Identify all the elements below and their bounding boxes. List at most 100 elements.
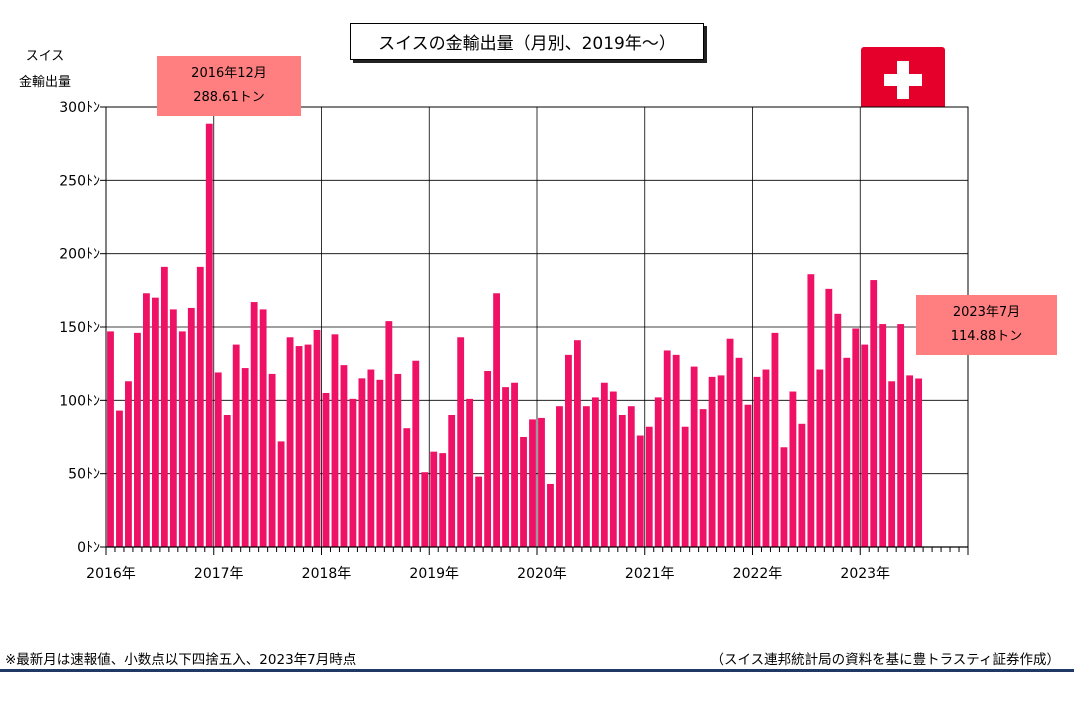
bar: [358, 378, 366, 547]
bar: [573, 340, 581, 547]
bar: [232, 344, 240, 547]
bar: [286, 337, 294, 547]
bar: [196, 266, 204, 547]
bar: [430, 451, 438, 547]
y-tick-label: 300ﾄﾝ: [59, 100, 100, 116]
bar: [313, 329, 321, 547]
bar: [690, 366, 698, 547]
bar: [591, 397, 599, 547]
bar: [600, 382, 608, 547]
bar: [421, 472, 429, 547]
bar: [825, 288, 833, 547]
bar: [681, 426, 689, 547]
bar: [816, 369, 824, 547]
x-tick-label: 2016年: [86, 566, 136, 582]
bar: [870, 280, 878, 547]
bar: [762, 369, 770, 547]
bar: [843, 357, 851, 547]
footnote-left: ※最新月は速報値、小数点以下四捨五入、2023年7月時点: [5, 652, 357, 668]
bar: [627, 406, 635, 547]
bar: [116, 410, 123, 547]
bar: [169, 309, 177, 547]
bar: [277, 441, 285, 547]
bar: [699, 409, 707, 547]
bar: [205, 123, 213, 548]
bar: [125, 381, 132, 547]
bar: [897, 324, 905, 547]
bar: [367, 369, 375, 547]
bar: [618, 415, 626, 547]
bar: [223, 415, 231, 547]
bar: [439, 453, 447, 547]
bar: [556, 406, 563, 547]
bar: [403, 428, 411, 547]
bar: [340, 365, 348, 547]
bar: [466, 398, 474, 547]
bar: [780, 447, 788, 547]
bar: [295, 346, 303, 547]
bar: [187, 307, 195, 547]
bar: [565, 354, 572, 547]
bar: [475, 476, 483, 547]
x-tick-label: 2019年: [409, 566, 459, 582]
x-tick-label: 2020年: [517, 566, 567, 582]
y-tick-label: 250ﾄﾝ: [59, 173, 100, 189]
bar: [493, 293, 501, 547]
bar: [322, 393, 330, 547]
bar: [726, 338, 734, 547]
bar: [645, 426, 653, 547]
y-tick-label: 0ﾄﾝ: [77, 540, 100, 556]
bar: [906, 375, 914, 547]
bar: [771, 332, 779, 547]
bar: [861, 344, 869, 547]
y-axis-title: スイス 金輸出量: [18, 49, 71, 90]
bar: [134, 332, 141, 547]
bar: [636, 435, 644, 547]
bar: [259, 309, 267, 547]
bar: [888, 381, 896, 547]
bar: [268, 373, 276, 547]
bar: [717, 375, 725, 547]
x-tick-label: 2023年: [840, 566, 890, 582]
chart-title: スイスの金輸出量（月別、2019年～）: [350, 23, 704, 60]
bar: [457, 337, 465, 547]
bar: [879, 324, 887, 547]
bar: [520, 437, 527, 547]
bar: [744, 404, 752, 547]
bar: [609, 391, 617, 547]
bar: [484, 371, 492, 547]
bar: [142, 293, 150, 547]
bar: [834, 313, 842, 547]
bar: [582, 406, 590, 547]
bar: [241, 368, 249, 547]
bar: [160, 266, 168, 547]
footnote-source: （スイス連邦統計局の資料を基に豊トラスティ証券作成）: [710, 652, 1060, 668]
bar: [304, 344, 312, 547]
bar: [349, 398, 357, 547]
bar: [708, 376, 716, 547]
bar: [385, 321, 393, 547]
bar: [663, 350, 671, 547]
bar: [753, 376, 761, 547]
bar: [654, 397, 662, 547]
bar: [107, 331, 114, 547]
bar: [789, 391, 797, 547]
bar: [915, 378, 923, 547]
bar: [538, 417, 545, 547]
swiss-flag-icon: [861, 47, 945, 111]
bar: [412, 360, 420, 547]
bar: [672, 354, 680, 547]
bar: [798, 423, 806, 547]
bottom-rule: [0, 669, 1074, 672]
x-tick-label: 2017年: [194, 566, 244, 582]
bar: [511, 382, 518, 547]
bar: [807, 274, 815, 547]
x-tick-label: 2018年: [302, 566, 352, 582]
bar: [547, 483, 554, 547]
bar: [394, 373, 402, 547]
callout-max-value: 2016年12月 288.61トン: [157, 56, 301, 116]
y-tick-label: 150ﾄﾝ: [59, 320, 100, 336]
x-tick-label: 2022年: [733, 566, 783, 582]
y-tick-label: 200ﾄﾝ: [59, 247, 100, 263]
